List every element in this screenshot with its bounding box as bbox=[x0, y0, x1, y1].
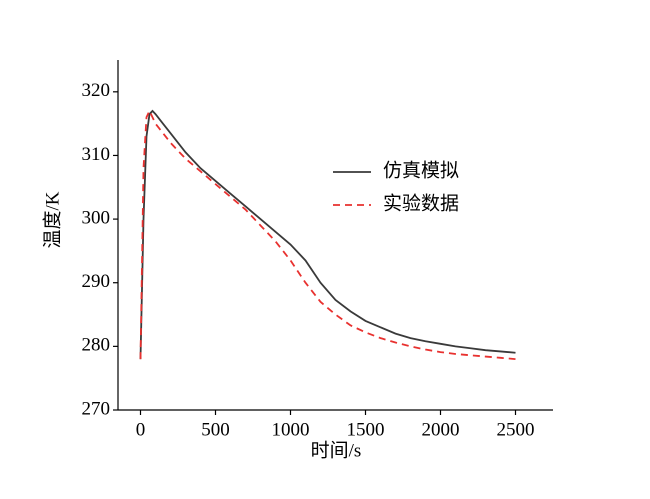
x-tick-label: 1000 bbox=[272, 419, 310, 440]
y-tick-label: 280 bbox=[82, 335, 111, 356]
y-tick-label: 300 bbox=[82, 207, 111, 228]
y-tick-label: 320 bbox=[82, 80, 111, 101]
x-axis-title: 时间/s bbox=[311, 439, 362, 461]
x-tick-label: 1500 bbox=[347, 419, 385, 440]
x-tick-label: 2000 bbox=[422, 419, 460, 440]
x-tick-label: 500 bbox=[201, 419, 230, 440]
y-axis-title: 温度/K bbox=[41, 191, 63, 248]
legend-label: 实验数据 bbox=[383, 192, 459, 214]
x-tick-label: 0 bbox=[136, 419, 146, 440]
y-tick-label: 270 bbox=[82, 398, 111, 419]
legend-label: 仿真模拟 bbox=[383, 159, 459, 181]
y-tick-label: 290 bbox=[82, 271, 111, 292]
series-line bbox=[139, 109, 516, 360]
series-line bbox=[139, 108, 516, 360]
y-tick-label: 310 bbox=[82, 144, 111, 165]
x-tick-label: 2500 bbox=[497, 419, 535, 440]
